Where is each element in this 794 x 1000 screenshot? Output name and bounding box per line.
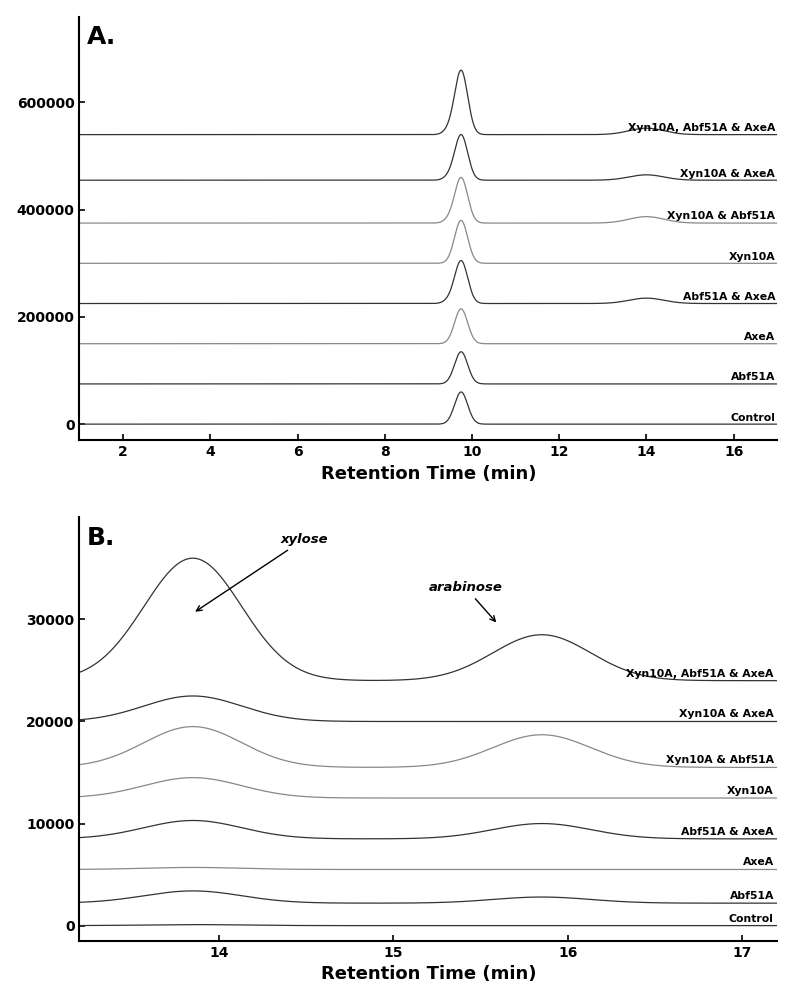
Text: Control: Control <box>729 914 774 924</box>
X-axis label: Retention Time (min): Retention Time (min) <box>321 465 536 483</box>
Text: Xyn10A, Abf51A & AxeA: Xyn10A, Abf51A & AxeA <box>626 669 774 679</box>
Text: Abf51A: Abf51A <box>730 372 775 382</box>
Text: Xyn10A: Xyn10A <box>727 786 774 796</box>
Text: B.: B. <box>87 526 115 550</box>
Text: arabinose: arabinose <box>429 581 503 621</box>
Text: AxeA: AxeA <box>742 857 774 867</box>
Text: Xyn10A, Abf51A & AxeA: Xyn10A, Abf51A & AxeA <box>628 123 775 133</box>
Text: Xyn10A: Xyn10A <box>729 252 775 262</box>
Text: AxeA: AxeA <box>744 332 775 342</box>
Text: xylose: xylose <box>196 533 328 611</box>
Text: Abf51A: Abf51A <box>730 891 774 901</box>
Text: Control: Control <box>730 413 775 423</box>
Text: Abf51A & AxeA: Abf51A & AxeA <box>683 292 775 302</box>
Text: Xyn10A & Abf51A: Xyn10A & Abf51A <box>667 211 775 221</box>
Text: Abf51A & AxeA: Abf51A & AxeA <box>681 827 774 837</box>
Text: A.: A. <box>87 25 116 49</box>
X-axis label: Retention Time (min): Retention Time (min) <box>321 965 536 983</box>
Text: Xyn10A & Abf51A: Xyn10A & Abf51A <box>666 755 774 765</box>
Text: Xyn10A & AxeA: Xyn10A & AxeA <box>680 169 775 179</box>
Text: Xyn10A & AxeA: Xyn10A & AxeA <box>679 709 774 719</box>
